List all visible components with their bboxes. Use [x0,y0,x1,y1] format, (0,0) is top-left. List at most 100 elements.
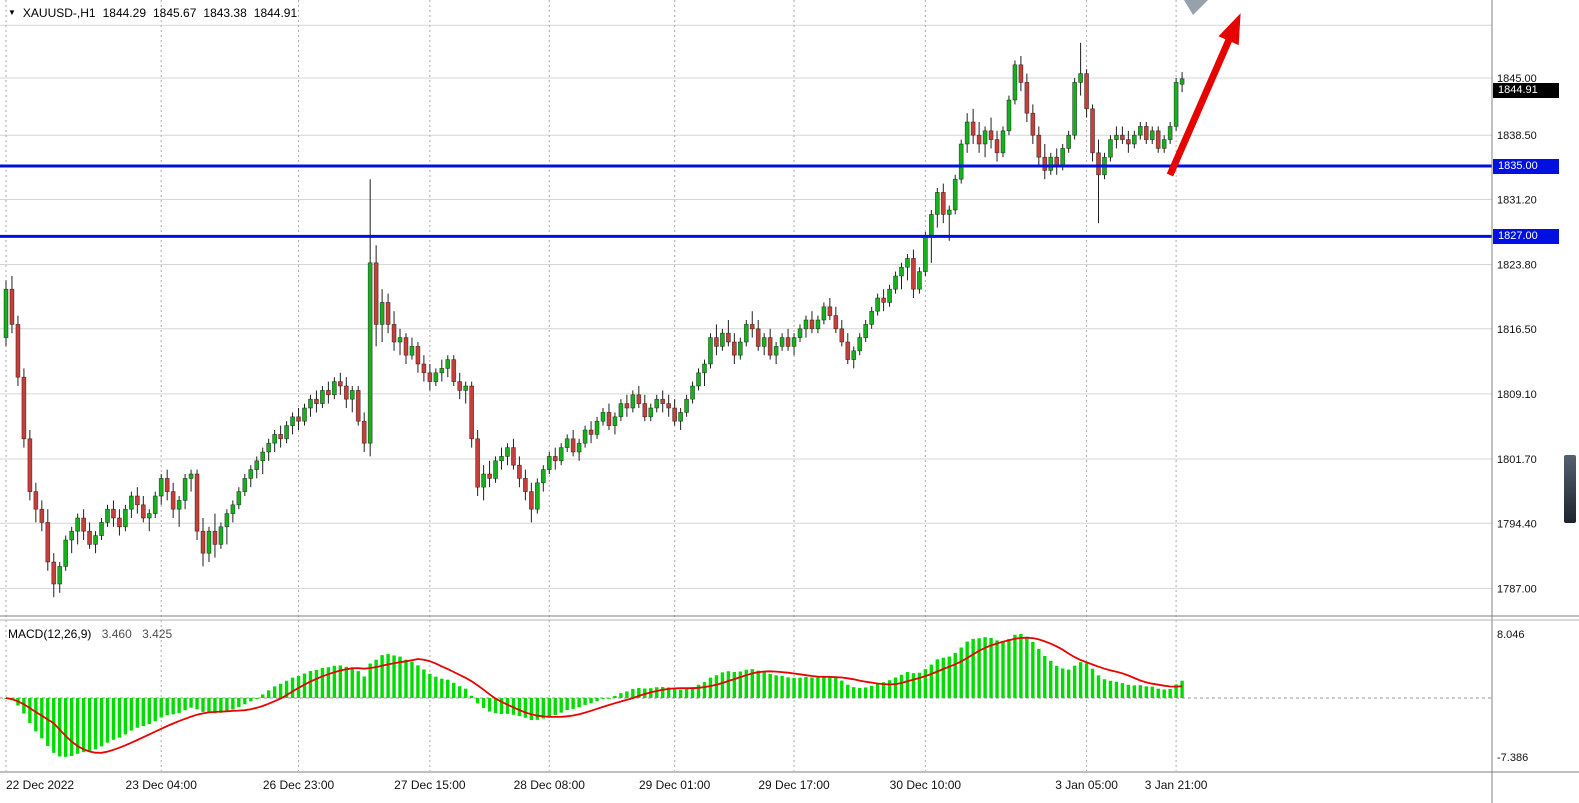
candle-body [642,403,648,418]
candle-body [934,192,940,215]
macd-histogram-bar [129,698,134,731]
hline-price-label-1835: 1835.00 [1493,159,1559,174]
symbol-dropdown-icon[interactable]: ▼ [8,7,16,17]
macd-histogram-bar [58,698,62,757]
candle-body [696,372,701,387]
candle-body [905,258,910,268]
candle-body [1167,126,1173,140]
macd-histogram-bar [362,676,366,698]
candle-body [630,394,636,409]
macd-title: MACD(12,26,9) [8,627,92,641]
macd-histogram-bar [619,693,623,698]
candle-body [851,350,857,360]
candle-body [552,456,558,462]
macd-histogram-bar [1013,634,1017,698]
candle-body [99,522,104,536]
macd-histogram-bar [517,698,522,717]
macd-histogram-bar [613,695,617,698]
macd-histogram-bar [255,698,259,699]
candle-body [1006,99,1012,132]
candle-body [928,214,934,237]
candle-body [487,473,492,479]
candle-body [809,319,815,330]
candle-body [1090,108,1095,154]
macd-histogram-bar [1007,638,1011,698]
time-axis-label: 28 Dec 08:00 [514,778,586,792]
macd-histogram-bar [1019,633,1023,698]
candle-body [911,258,916,290]
candle-body [337,381,343,387]
macd-histogram-bar [559,698,563,713]
macd-signal-line [5,636,1183,754]
macd-histogram-bar [965,641,969,698]
candle-body [409,346,415,356]
price-axis-label: 1794.40 [1497,518,1537,530]
macd-histogram-bar [386,654,390,698]
macd-histogram-bar [1025,636,1029,698]
candle-body [45,522,51,563]
price-axis-label: 1801.70 [1497,454,1537,466]
candle-body [123,508,128,528]
candle-body [672,407,677,422]
candle-body [976,134,982,145]
macd-histogram-bar [1168,688,1172,698]
trend-arrow-shaft[interactable] [1166,24,1239,177]
macd-axis-label: -7.386 [1497,752,1528,764]
candle-body [206,530,212,554]
macd-histogram-bar [171,698,175,715]
macd-histogram-bar [625,691,629,698]
chart-header: ▼ XAUUSD-,H1 1844.29 1845.67 1843.38 184… [8,6,297,20]
candle-body [821,306,827,321]
candle-body [702,363,707,374]
candle-body [684,398,689,413]
macd-histogram-bar [374,659,378,698]
candle-body [1161,139,1167,149]
macd-histogram-bar [863,687,868,698]
candle-body [1131,134,1137,145]
candle-body [588,429,594,435]
macd-histogram-bar [105,698,110,743]
candle-body [779,337,785,347]
candle-body [493,460,498,479]
macd-histogram-bar [798,677,802,698]
candle-body [1048,156,1054,171]
candle-body [481,473,486,488]
macd-histogram-bar [123,698,128,735]
macd-histogram-bar [732,671,737,698]
macd-histogram-bar [475,698,480,704]
candle-body [529,491,534,510]
candle-body [290,416,295,426]
candle-body [314,398,319,404]
macd-histogram-bar [1066,669,1071,698]
candle-body [731,341,737,356]
candle-body [361,420,367,444]
time-axis-label: 26 Dec 23:00 [263,778,335,792]
candle-body [612,416,618,426]
macd-histogram-bar [666,687,671,698]
candle-body [624,403,630,409]
ohlc-low: 1843.38 [203,6,247,20]
candle-body [457,381,463,391]
macd-histogram-bar [768,673,772,698]
time-axis-label: 3 Jan 05:00 [1055,778,1118,792]
macd-histogram-bar [893,677,898,698]
time-axis-label: 29 Dec 01:00 [639,778,711,792]
macd-histogram-bar [541,698,545,719]
macd-histogram-bar [804,676,808,698]
macd-histogram-bar [189,698,193,708]
candle-body [320,390,325,404]
candle-body [451,359,457,382]
candle-body [373,262,379,325]
candle-body [863,324,869,338]
candle-body [499,456,504,462]
macd-histogram-bar [523,698,528,718]
macd-histogram-bar [756,670,760,698]
trend-arrow-head[interactable] [1218,13,1241,46]
macd-histogram-bar [463,688,468,698]
candle-body [887,288,892,303]
hline-price-label-1827: 1827.00 [1493,229,1559,244]
macd-histogram-bar [344,666,348,698]
macd-histogram-bar [661,687,665,698]
scrollbar-thumb[interactable] [1564,455,1576,523]
